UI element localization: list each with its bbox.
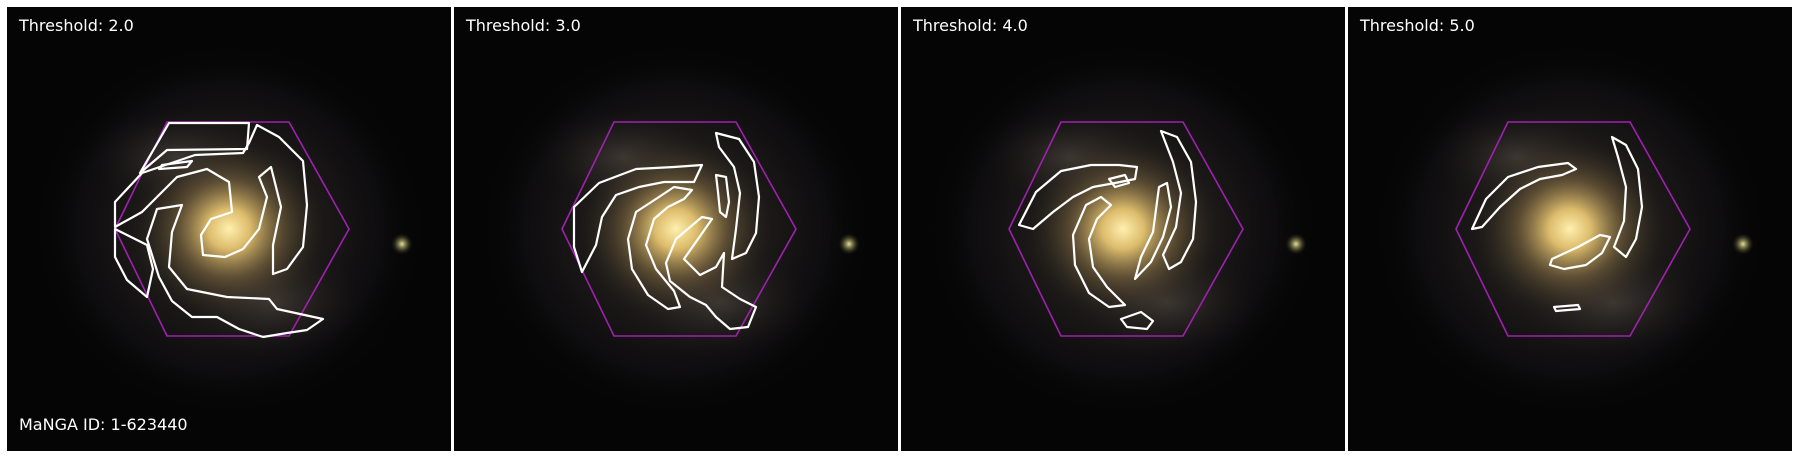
galaxy-image (454, 7, 898, 451)
ifu-hexagon (1008, 121, 1244, 337)
galaxy-panel-threshold-3: Threshold: 3.0 (454, 7, 898, 451)
galaxy-image (901, 7, 1345, 451)
ifu-hexagon (1455, 121, 1691, 337)
arm-contours (1470, 135, 1644, 313)
galaxy-panel-threshold-2: Threshold: 2.0 MaNGA ID: 1-623440 (7, 7, 451, 451)
galaxy-panel-threshold-4: Threshold: 4.0 (901, 7, 1345, 451)
arm-contours (113, 121, 325, 339)
threshold-label: Threshold: 5.0 (1360, 16, 1475, 35)
galaxy-image (7, 7, 451, 451)
threshold-label: Threshold: 4.0 (913, 16, 1028, 35)
manga-id-label: MaNGA ID: 1-623440 (19, 415, 188, 434)
threshold-label: Threshold: 3.0 (466, 16, 581, 35)
threshold-label: Threshold: 2.0 (19, 16, 134, 35)
arm-contours (572, 131, 761, 331)
ifu-hexagon (114, 121, 350, 337)
galaxy-panel-threshold-5: Threshold: 5.0 (1348, 7, 1792, 451)
ifu-hexagon (561, 121, 797, 337)
arm-contours (1017, 129, 1198, 331)
galaxy-image (1348, 7, 1792, 451)
